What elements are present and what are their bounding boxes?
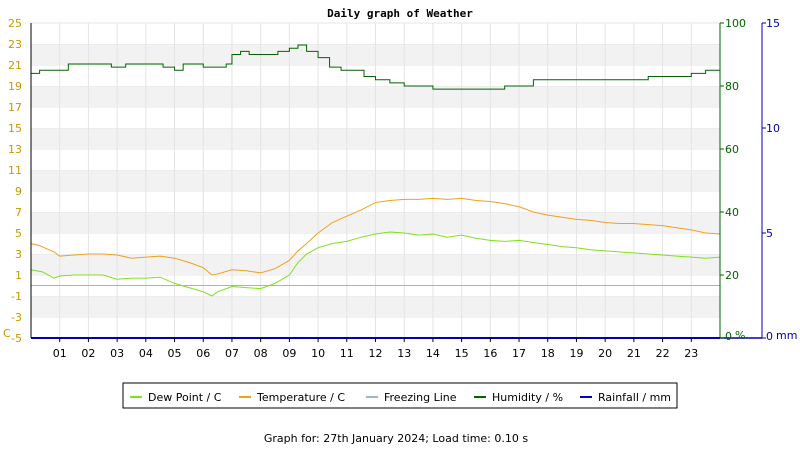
- x-tick-label: 16: [483, 347, 497, 360]
- rain-axis-ticks: 0 5 10 15: [762, 17, 780, 343]
- rain-tick-label: 5: [766, 227, 773, 240]
- rain-axis-unit: mm: [776, 329, 797, 342]
- x-tick-label: 04: [139, 347, 153, 360]
- left-tick-label: 9: [15, 185, 22, 198]
- left-tick-label: 7: [15, 206, 22, 219]
- left-tick-label: 25: [8, 17, 22, 30]
- left-tick-label: 17: [8, 101, 22, 114]
- humidity-tick-label: 0: [725, 330, 732, 343]
- x-tick-label: 21: [627, 347, 641, 360]
- x-tick-label: 03: [110, 347, 124, 360]
- x-tick-label: 23: [684, 347, 698, 360]
- legend-entry: Humidity / %: [492, 391, 563, 404]
- x-tick-label: 19: [569, 347, 583, 360]
- legend-entry: Temperature / C: [256, 391, 345, 404]
- left-axis-unit: C: [3, 327, 11, 340]
- left-tick-label: 5: [15, 227, 22, 240]
- rain-tick-label: 10: [766, 122, 780, 135]
- x-tick-label: 18: [541, 347, 555, 360]
- x-tick-label: 02: [81, 347, 95, 360]
- humidity-axis-unit: %: [735, 329, 745, 342]
- series-layer: [30, 44, 721, 339]
- rain-tick-label: 15: [766, 17, 780, 30]
- legend-entry: Freezing Line: [384, 391, 457, 404]
- x-tick-label: 17: [512, 347, 526, 360]
- left-tick-label: -5: [11, 332, 22, 345]
- left-tick-label: -1: [11, 290, 22, 303]
- axes: [30, 23, 763, 339]
- humidity-tick-label: 60: [725, 143, 739, 156]
- humidity-tick-label: 100: [725, 17, 746, 30]
- humidity-tick-label: 20: [725, 269, 739, 282]
- left-tick-label: 15: [8, 122, 22, 135]
- x-tick-label: 09: [282, 347, 296, 360]
- legend: Dew Point / C Temperature / C Freezing Lin…: [122, 382, 678, 409]
- left-tick-label: 19: [8, 80, 22, 93]
- x-tick-label: 22: [656, 347, 670, 360]
- x-axis-ticks: 01 02 03 04 05 06 07 08 09 10 11 12 13 14 15 16 17 18 19 20…: [53, 338, 698, 360]
- humidity-axis-ticks: 0 20 40 60 80 100: [720, 17, 746, 343]
- x-tick-label: 15: [455, 347, 469, 360]
- x-tick-label: 20: [598, 347, 612, 360]
- legend-entry: Dew Point / C: [148, 391, 222, 404]
- left-tick-label: 1: [15, 269, 22, 282]
- x-tick-label: 05: [168, 347, 182, 360]
- legend-box: [122, 382, 678, 409]
- x-tick-label: 12: [369, 347, 383, 360]
- left-tick-label: 13: [8, 143, 22, 156]
- series-dew-point-c: [30, 231, 721, 297]
- x-tick-label: 07: [225, 347, 239, 360]
- x-tick-label: 10: [311, 347, 325, 360]
- chart-title: Daily graph of Weather: [327, 7, 473, 20]
- left-tick-label: 11: [8, 164, 22, 177]
- left-tick-label: 21: [8, 59, 22, 72]
- x-tick-label: 11: [340, 347, 354, 360]
- legend-entry: Rainfall / mm: [598, 391, 671, 404]
- humidity-tick-label: 40: [725, 206, 739, 219]
- left-tick-label: 23: [8, 38, 22, 51]
- humidity-tick-label: 80: [725, 80, 739, 93]
- series-temperature-c: [30, 197, 721, 276]
- left-tick-label: -3: [11, 311, 22, 324]
- footer-text: Graph for: 27th January 2024; Load time:…: [264, 432, 528, 445]
- left-tick-label: 3: [15, 248, 22, 261]
- series-humidity: [31, 44, 720, 90]
- x-tick-label: 01: [53, 347, 67, 360]
- rain-tick-label: 0: [766, 330, 773, 343]
- x-tick-label: 13: [397, 347, 411, 360]
- x-tick-label: 14: [426, 347, 440, 360]
- x-tick-label: 08: [254, 347, 268, 360]
- x-tick-label: 06: [196, 347, 210, 360]
